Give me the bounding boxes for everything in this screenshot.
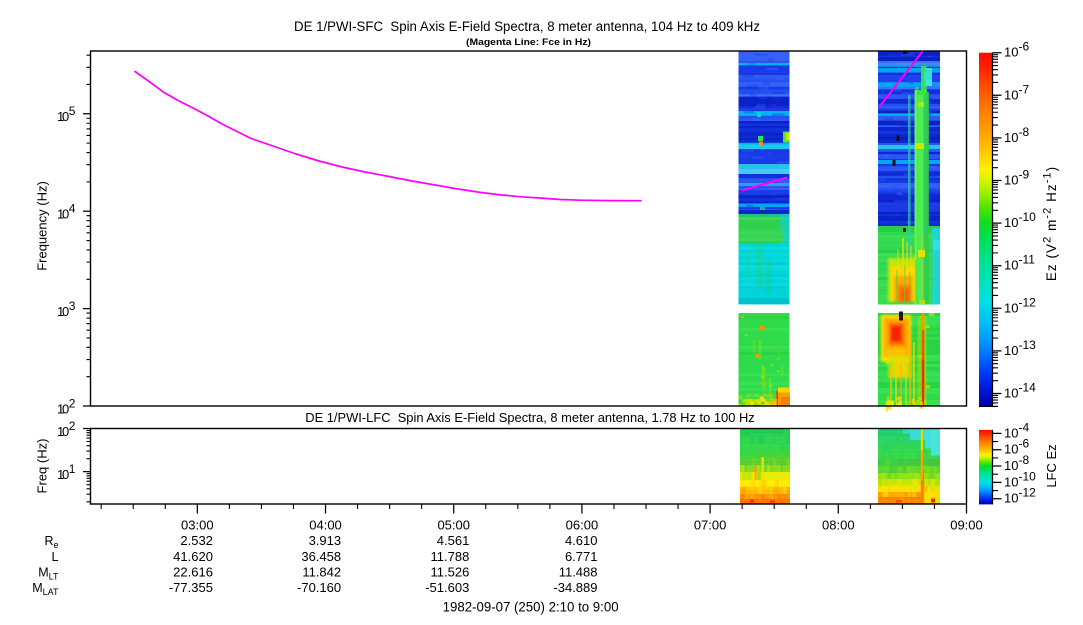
svg-text:Freq (Hz): Freq (Hz) (35, 439, 50, 494)
svg-text:-77.355: -77.355 (169, 580, 213, 595)
svg-text:22.616: 22.616 (173, 565, 213, 580)
svg-text:-51.603: -51.603 (425, 580, 469, 595)
svg-text:4.561: 4.561 (437, 533, 470, 548)
svg-text:08:00: 08:00 (822, 518, 855, 533)
svg-text:41.620: 41.620 (173, 549, 213, 564)
svg-text:04:00: 04:00 (309, 518, 342, 533)
svg-text:3.913: 3.913 (309, 533, 342, 548)
svg-text:Frequency (Hz): Frequency (Hz) (35, 181, 50, 271)
svg-text:(Magenta Line: Fce in Hz): (Magenta Line: Fce in Hz) (466, 37, 591, 48)
svg-text:11.526: 11.526 (431, 565, 470, 580)
svg-text:11.842: 11.842 (302, 565, 341, 580)
svg-text:06:00: 06:00 (566, 518, 599, 533)
svg-text:L: L (52, 550, 59, 564)
svg-text:6.771: 6.771 (565, 549, 598, 564)
svg-text:1982-09-07 (250) 2:10 to 9:00: 1982-09-07 (250) 2:10 to 9:00 (443, 600, 619, 615)
svg-text:11.788: 11.788 (431, 549, 470, 564)
svg-text:-70.160: -70.160 (297, 580, 341, 595)
svg-text:36.458: 36.458 (301, 549, 341, 564)
svg-text:-34.889: -34.889 (553, 580, 597, 595)
svg-text:DE 1/PWI-LFC Spin Axis E-Fiel: DE 1/PWI-LFC Spin Axis E-Field Spectra, … (305, 410, 755, 425)
svg-text:03:00: 03:00 (181, 518, 214, 533)
svg-text:11.488: 11.488 (559, 565, 598, 580)
svg-text:LFC Ez: LFC Ez (1044, 444, 1059, 487)
svg-text:4.610: 4.610 (565, 533, 598, 548)
svg-text:07:00: 07:00 (694, 518, 727, 533)
svg-text:09:00: 09:00 (950, 518, 983, 533)
svg-text:DE 1/PWI-SFC Spin Axis E-Fiel: DE 1/PWI-SFC Spin Axis E-Field Spectra, … (294, 19, 760, 34)
svg-text:2.532: 2.532 (180, 533, 213, 548)
svg-text:05:00: 05:00 (437, 518, 470, 533)
